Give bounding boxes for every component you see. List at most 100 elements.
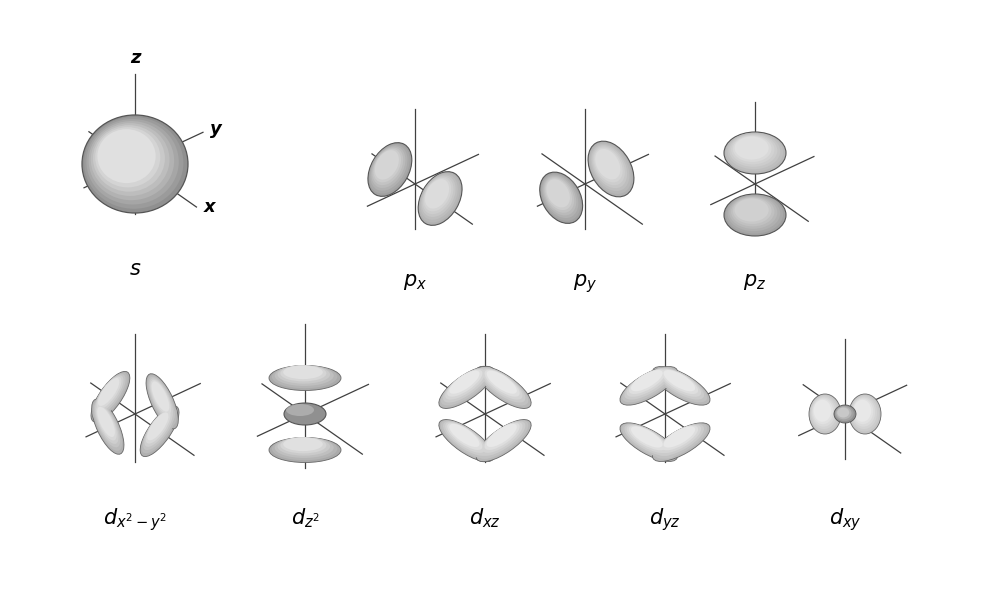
Ellipse shape	[622, 423, 675, 459]
Ellipse shape	[283, 437, 323, 451]
Ellipse shape	[443, 368, 488, 403]
Ellipse shape	[480, 421, 525, 456]
Ellipse shape	[91, 123, 170, 196]
Ellipse shape	[544, 177, 574, 213]
Ellipse shape	[546, 179, 570, 208]
Ellipse shape	[94, 374, 126, 416]
Ellipse shape	[487, 424, 517, 447]
Ellipse shape	[659, 368, 701, 397]
Ellipse shape	[724, 194, 786, 236]
Ellipse shape	[657, 368, 704, 400]
Ellipse shape	[478, 420, 528, 459]
Ellipse shape	[631, 426, 663, 448]
Ellipse shape	[89, 121, 174, 200]
Ellipse shape	[485, 423, 520, 450]
Ellipse shape	[852, 398, 875, 427]
Ellipse shape	[86, 119, 179, 205]
Ellipse shape	[834, 405, 856, 423]
Ellipse shape	[269, 365, 341, 390]
Ellipse shape	[146, 374, 178, 429]
Ellipse shape	[629, 426, 666, 450]
Ellipse shape	[733, 136, 772, 162]
Ellipse shape	[724, 132, 786, 174]
Ellipse shape	[286, 404, 314, 416]
Ellipse shape	[545, 178, 572, 210]
Ellipse shape	[659, 425, 701, 453]
Ellipse shape	[439, 420, 494, 462]
Ellipse shape	[593, 146, 625, 185]
Text: $s$: $s$	[129, 259, 141, 279]
Ellipse shape	[655, 367, 707, 403]
Ellipse shape	[589, 143, 632, 194]
Ellipse shape	[482, 369, 523, 400]
Ellipse shape	[91, 371, 130, 422]
Ellipse shape	[485, 370, 520, 396]
Ellipse shape	[629, 369, 666, 394]
Ellipse shape	[371, 146, 405, 188]
Ellipse shape	[449, 424, 480, 447]
Ellipse shape	[92, 373, 128, 419]
Ellipse shape	[375, 150, 399, 180]
Ellipse shape	[652, 423, 710, 462]
Text: y: y	[210, 121, 222, 138]
Ellipse shape	[146, 411, 171, 443]
Text: $d_{z^2}$: $d_{z^2}$	[291, 506, 319, 530]
Ellipse shape	[278, 365, 330, 384]
Ellipse shape	[735, 199, 769, 222]
Text: $p_y$: $p_y$	[573, 272, 597, 295]
Text: $p_z$: $p_z$	[743, 272, 767, 292]
Ellipse shape	[93, 401, 122, 451]
Ellipse shape	[368, 143, 412, 196]
Ellipse shape	[144, 410, 173, 447]
Ellipse shape	[476, 366, 531, 409]
Ellipse shape	[150, 380, 171, 415]
Ellipse shape	[420, 174, 458, 220]
Ellipse shape	[82, 115, 188, 213]
Ellipse shape	[726, 195, 783, 234]
Text: $d_{x^2-y^2}$: $d_{x^2-y^2}$	[103, 506, 167, 533]
Ellipse shape	[278, 437, 330, 456]
Ellipse shape	[152, 381, 169, 412]
Ellipse shape	[595, 149, 620, 180]
Ellipse shape	[733, 198, 772, 224]
Ellipse shape	[851, 396, 877, 429]
Ellipse shape	[835, 406, 854, 421]
Ellipse shape	[443, 421, 488, 456]
Ellipse shape	[813, 399, 833, 424]
Ellipse shape	[849, 394, 881, 434]
Ellipse shape	[814, 400, 831, 422]
Ellipse shape	[149, 378, 173, 418]
Ellipse shape	[810, 395, 839, 432]
Text: $d_{yz}$: $d_{yz}$	[649, 506, 681, 533]
Ellipse shape	[588, 141, 634, 197]
Ellipse shape	[95, 375, 124, 412]
Ellipse shape	[809, 394, 841, 434]
Ellipse shape	[95, 127, 160, 188]
Ellipse shape	[480, 368, 525, 403]
Ellipse shape	[441, 367, 491, 406]
Ellipse shape	[275, 365, 334, 386]
Ellipse shape	[542, 175, 578, 218]
Ellipse shape	[441, 420, 491, 459]
Ellipse shape	[657, 424, 704, 456]
Ellipse shape	[627, 368, 669, 397]
Ellipse shape	[94, 402, 120, 448]
Ellipse shape	[652, 367, 710, 405]
Ellipse shape	[272, 437, 337, 460]
Ellipse shape	[853, 399, 873, 424]
Ellipse shape	[445, 369, 485, 400]
Ellipse shape	[812, 398, 835, 427]
Ellipse shape	[92, 399, 124, 454]
Text: $p_x$: $p_x$	[403, 272, 427, 292]
Ellipse shape	[664, 370, 695, 391]
Ellipse shape	[729, 196, 777, 229]
Ellipse shape	[726, 133, 783, 172]
Ellipse shape	[854, 400, 871, 422]
Ellipse shape	[594, 147, 623, 183]
Ellipse shape	[836, 407, 852, 420]
Ellipse shape	[482, 422, 523, 453]
Text: $d_{xy}$: $d_{xy}$	[829, 506, 861, 533]
Ellipse shape	[93, 125, 165, 192]
Ellipse shape	[275, 437, 334, 458]
Ellipse shape	[620, 367, 678, 405]
